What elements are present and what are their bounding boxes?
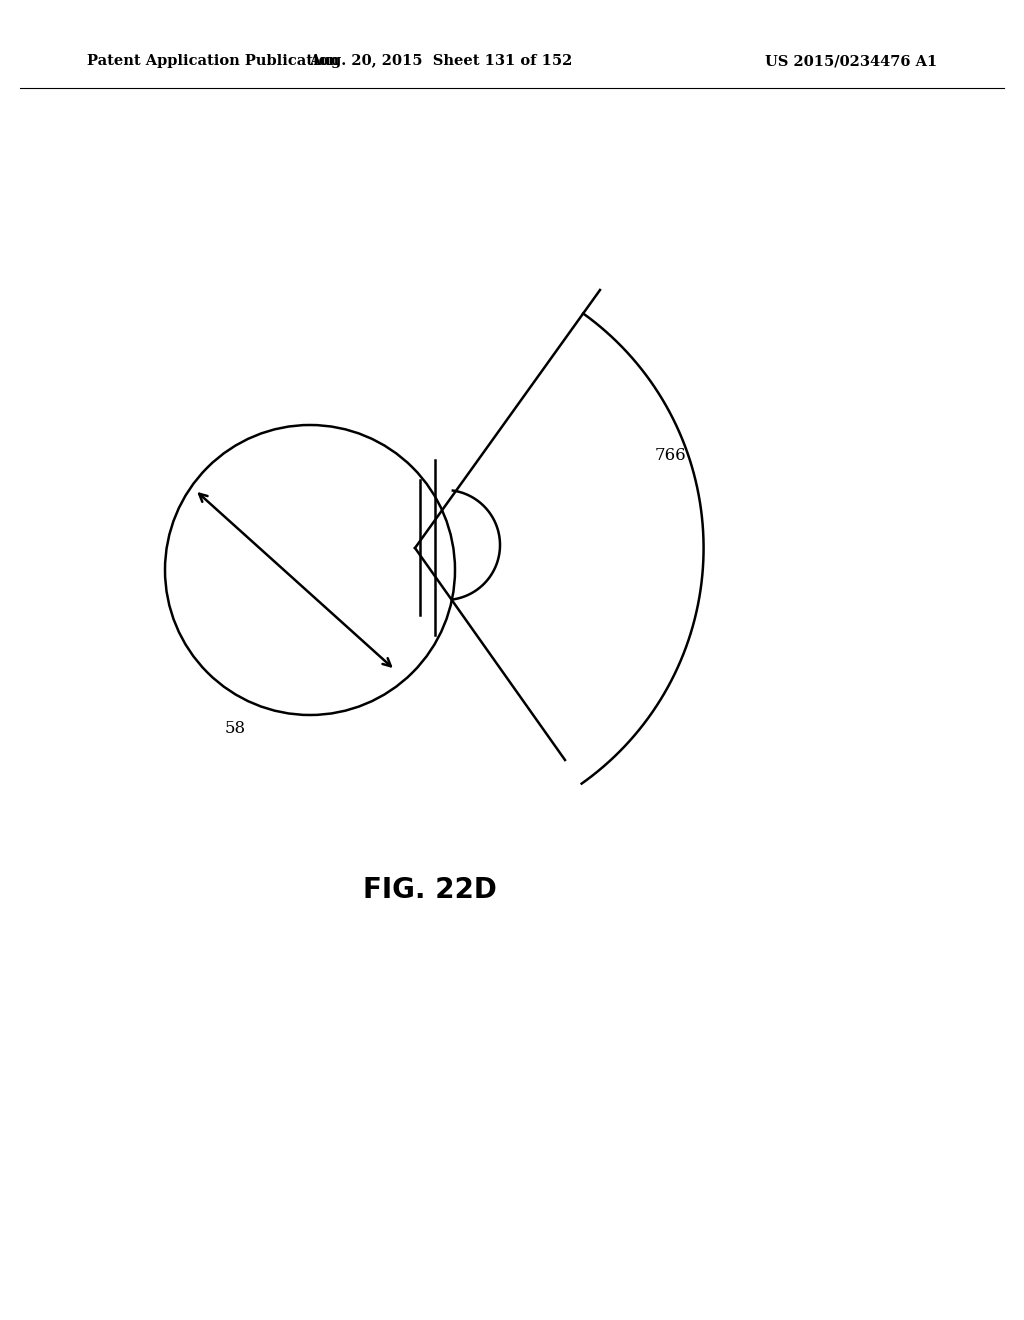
Text: Patent Application Publication: Patent Application Publication: [87, 54, 339, 69]
Text: US 2015/0234476 A1: US 2015/0234476 A1: [765, 54, 937, 69]
Text: FIG. 22D: FIG. 22D: [364, 876, 497, 904]
Text: 58: 58: [225, 719, 246, 737]
Text: Aug. 20, 2015  Sheet 131 of 152: Aug. 20, 2015 Sheet 131 of 152: [308, 54, 572, 69]
Text: 766: 766: [655, 446, 687, 463]
